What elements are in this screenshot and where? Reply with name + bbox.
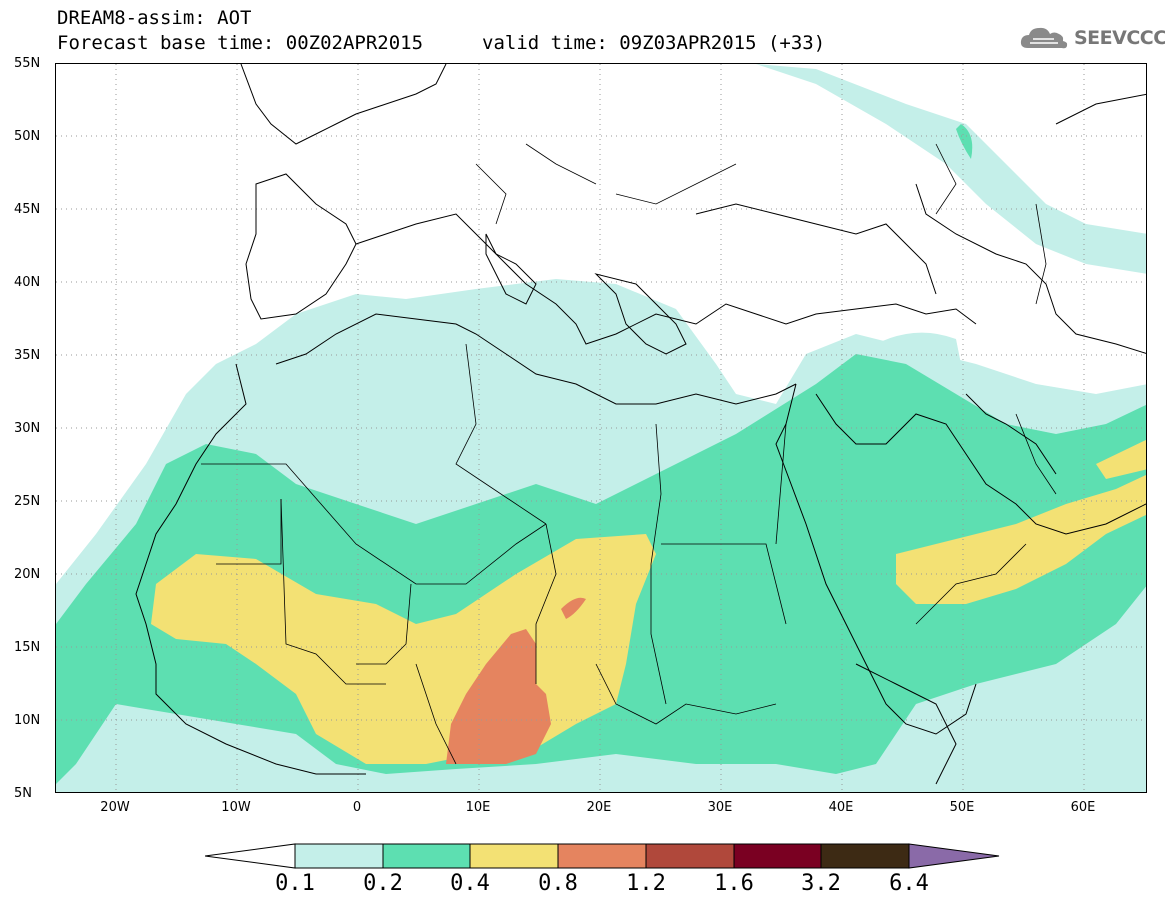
colorbar-segment <box>733 843 822 869</box>
lon-label: 0 <box>352 800 362 815</box>
colorbar-label: 3.2 <box>801 871 841 896</box>
cloud-icon <box>1020 27 1068 49</box>
aot-map <box>56 64 1146 792</box>
lon-label: 10W <box>221 800 251 815</box>
lat-label: 55N <box>14 56 41 71</box>
lat-label: 20N <box>14 567 41 582</box>
colorbar-segment <box>557 843 647 869</box>
coastlines <box>135 64 1146 785</box>
country-borders <box>201 143 1057 765</box>
valid-time: valid time: 09Z03APR2015 (+33) <box>482 32 826 54</box>
lat-label: 10N <box>14 713 41 728</box>
lon-label: 60E <box>1070 800 1096 815</box>
lon-label: 30E <box>707 800 733 815</box>
lon-label: 10E <box>465 800 491 815</box>
colorbar-segment <box>469 843 559 869</box>
colorbar-label: 0.4 <box>450 871 490 896</box>
colorbar-label: 0.8 <box>538 871 578 896</box>
lat-label: 35N <box>14 348 41 363</box>
lon-label: 20W <box>100 800 130 815</box>
map-title: DREAM8-assim: AOT <box>57 7 252 29</box>
colorbar-segment <box>645 843 735 869</box>
map-area <box>55 63 1147 793</box>
aot-band-0-8 <box>446 597 586 764</box>
colorbar-label: 1.2 <box>626 871 666 896</box>
lon-label: 20E <box>586 800 612 815</box>
colorbar-label: 0.2 <box>363 871 403 896</box>
logo-text: SEEVCCC <box>1074 27 1165 49</box>
lat-label: 25N <box>14 494 41 509</box>
colorbar-segment <box>205 843 296 869</box>
lon-label: 40E <box>828 800 854 815</box>
lat-label: 30N <box>14 421 41 436</box>
colorbar-label: 6.4 <box>889 871 929 896</box>
lat-label: 45N <box>14 202 41 217</box>
colorbar-label: 0.1 <box>275 871 315 896</box>
lat-label: 15N <box>14 640 41 655</box>
colorbar-segment <box>908 843 1000 869</box>
lon-label: 50E <box>949 800 975 815</box>
colorbar-label: 1.6 <box>714 871 754 896</box>
graticule <box>56 64 1146 792</box>
lat-label: 40N <box>14 275 41 290</box>
lat-label: 5N <box>14 786 32 801</box>
colorbar-segment <box>382 843 471 869</box>
colorbar-segment <box>294 843 384 869</box>
colorbar <box>205 843 1000 869</box>
forecast-base-time: Forecast base time: 00Z02APR2015 <box>57 32 424 54</box>
colorbar-segment <box>820 843 910 869</box>
lat-label: 50N <box>14 129 41 144</box>
seevccc-logo: SEEVCCC <box>1018 24 1165 52</box>
